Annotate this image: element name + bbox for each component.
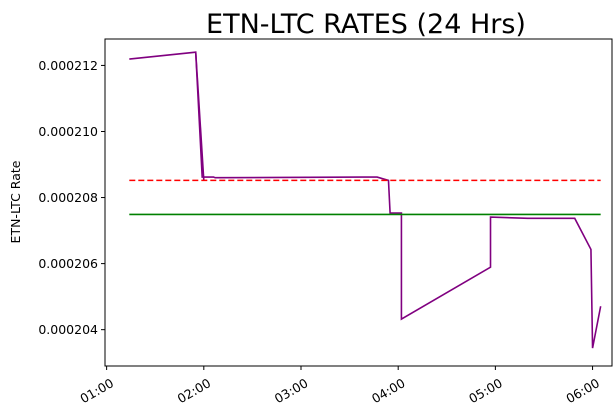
y-tick-label: 0.000212	[38, 58, 98, 73]
x-tick-label: 03:00	[272, 375, 311, 406]
plot-lines	[129, 51, 602, 349]
y-tick-label: 0.000204	[38, 322, 98, 337]
series-line-1	[129, 51, 602, 349]
y-axis-label: ETN-LTC Rate	[8, 160, 23, 243]
y-tick-label: 0.000208	[38, 190, 98, 205]
y-tick-label: 0.000206	[38, 256, 98, 271]
chart-title: ETN-LTC RATES (24 Hrs)	[206, 9, 526, 40]
x-tick-label: 06:00	[563, 375, 602, 406]
x-tick-label: 02:00	[175, 375, 214, 406]
series-line-2	[194, 52, 205, 181]
y-axis-ticks: 0.000204 0.000206 0.000208 0.000210 0.000212	[38, 58, 105, 337]
x-axis-ticks: 01:00 02:00 03:00 04:00 05:00 06:00	[77, 366, 602, 406]
x-tick-label: 04:00	[369, 375, 408, 406]
plot-frame	[104, 38, 613, 367]
x-tick-label: 05:00	[466, 375, 505, 406]
y-tick-label: 0.000210	[38, 124, 98, 139]
x-tick-label: 01:00	[77, 375, 116, 406]
